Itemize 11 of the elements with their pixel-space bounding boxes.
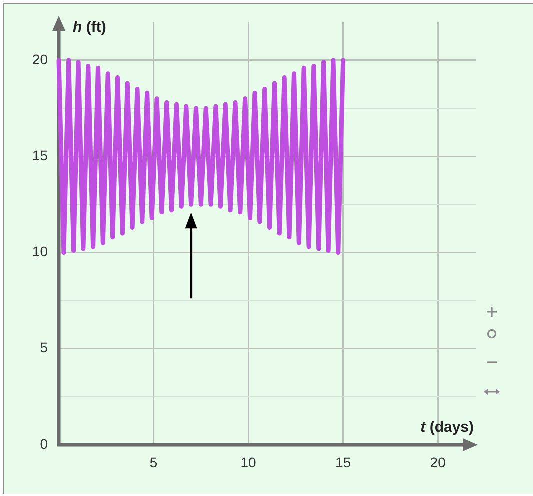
x-axis-title: t (days) bbox=[420, 419, 474, 436]
x-tick-label: 20 bbox=[430, 454, 446, 470]
y-tick-label: 15 bbox=[32, 147, 48, 164]
y-tick-label: 20 bbox=[32, 51, 48, 68]
x-tick-label: 5 bbox=[150, 454, 158, 470]
x-tick-label: 10 bbox=[240, 454, 257, 470]
y-tick-label: 0 bbox=[40, 436, 48, 452]
y-tick-label: 10 bbox=[32, 244, 48, 260]
y-axis-title: h (ft) bbox=[73, 19, 106, 36]
y-tick-label: 5 bbox=[40, 340, 48, 356]
x-tick-label: 15 bbox=[336, 454, 352, 470]
